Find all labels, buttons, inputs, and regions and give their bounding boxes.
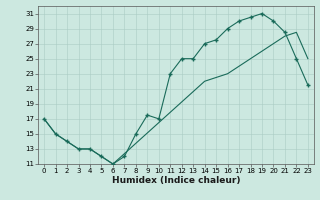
X-axis label: Humidex (Indice chaleur): Humidex (Indice chaleur)	[112, 176, 240, 185]
